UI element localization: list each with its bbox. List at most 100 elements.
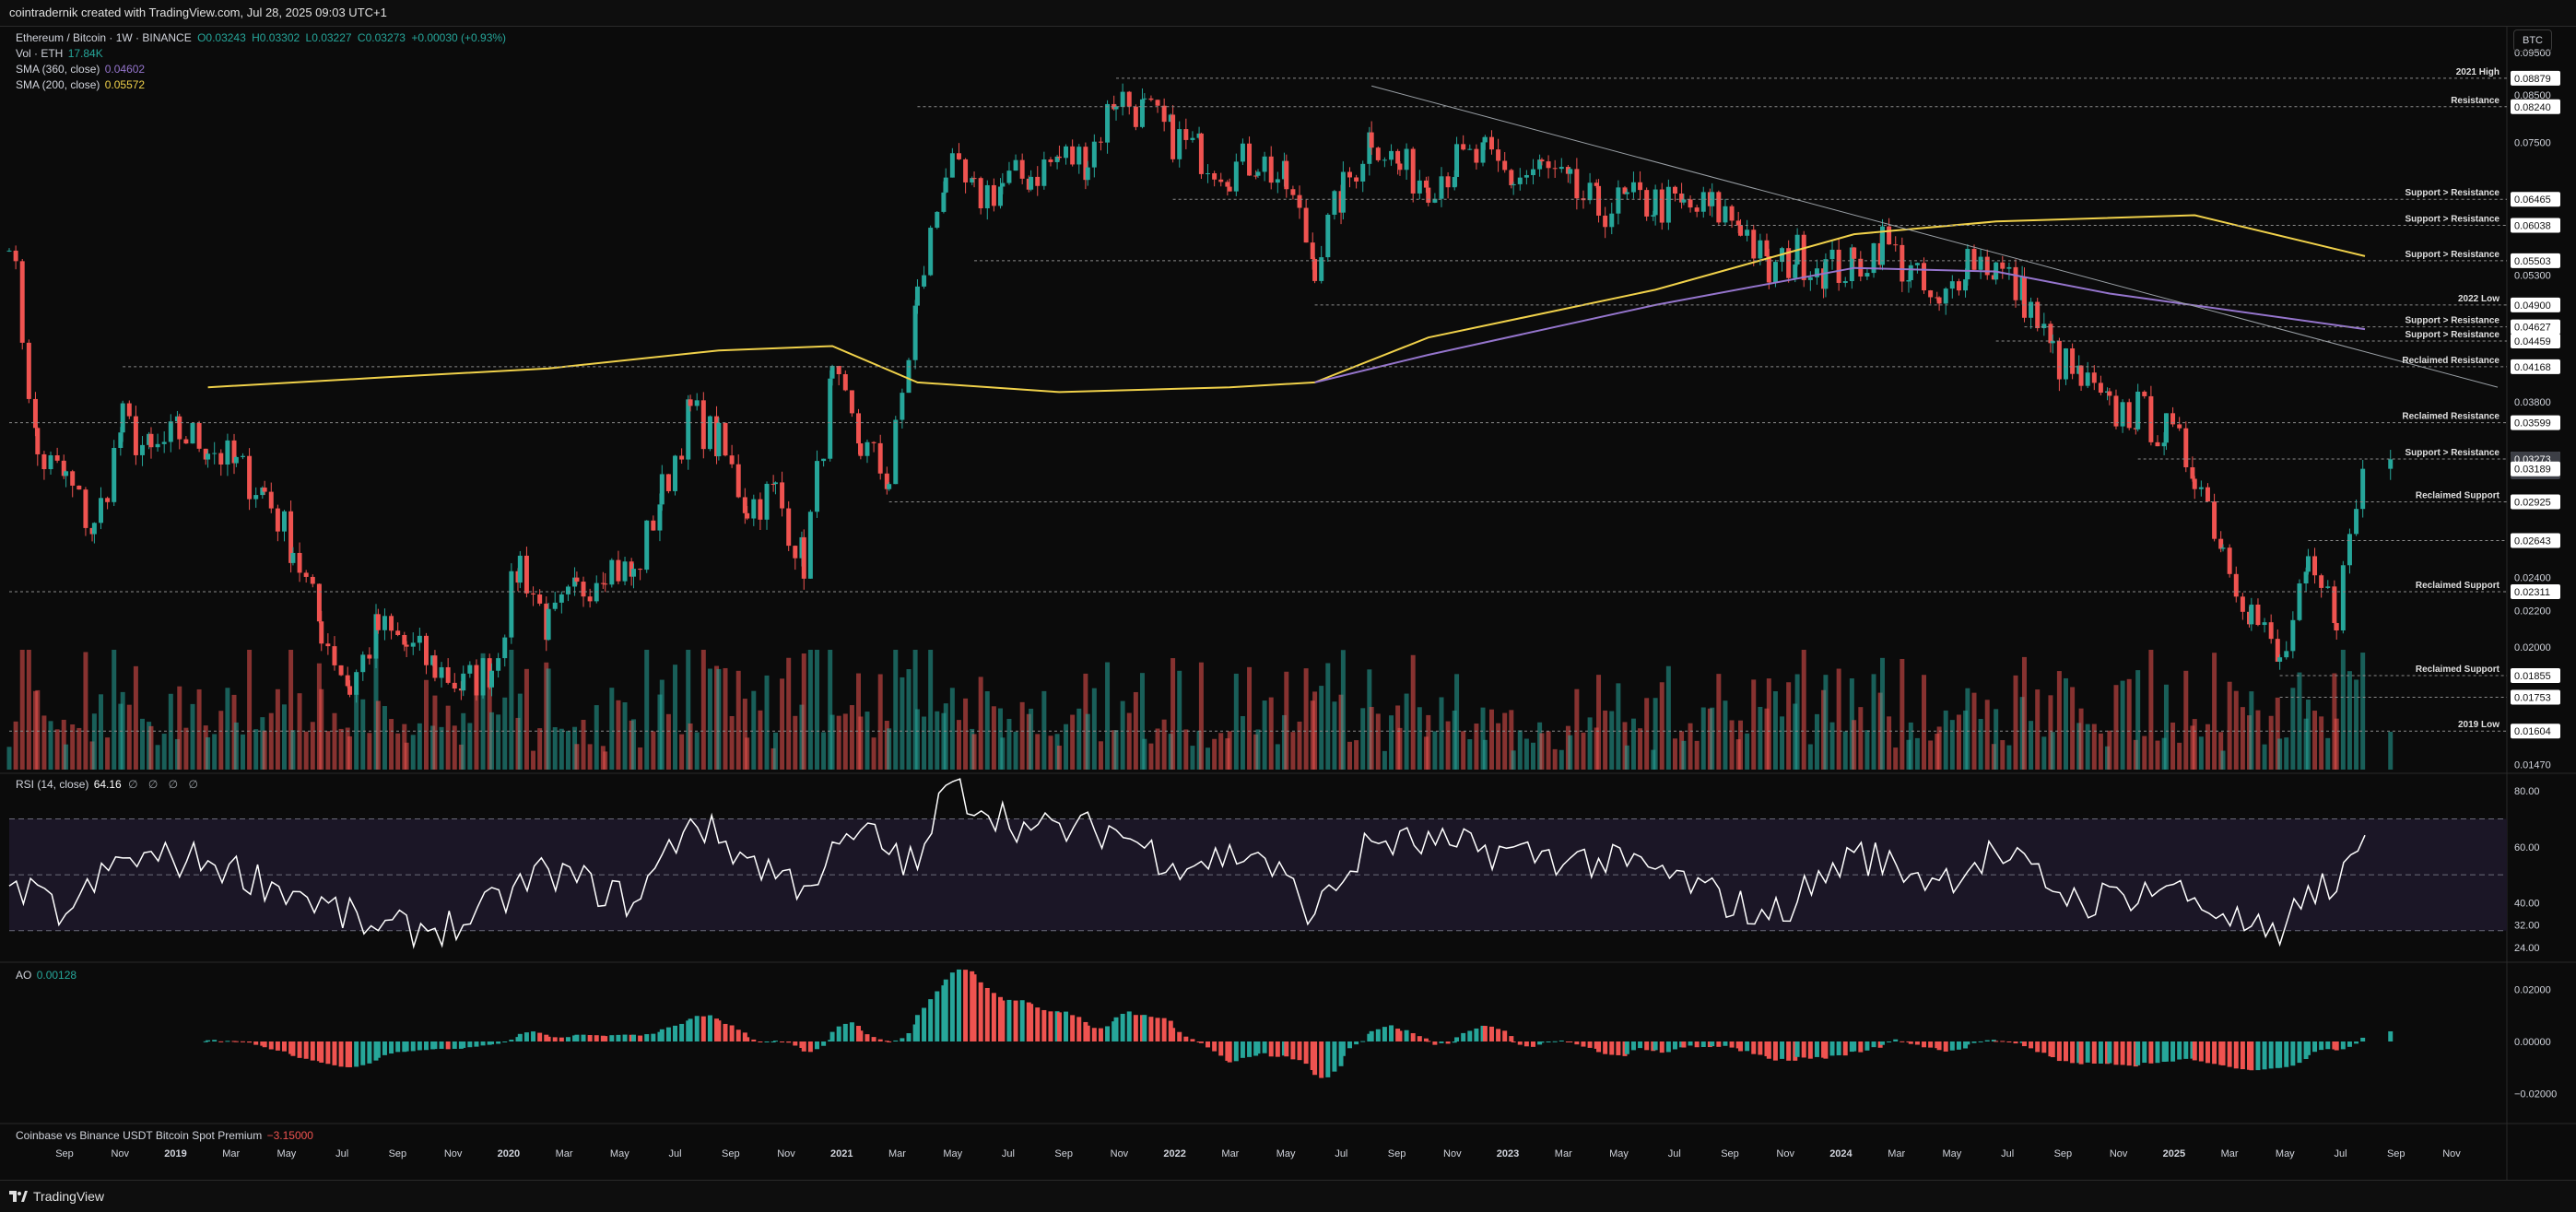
ao-bar: [1268, 1041, 1274, 1057]
premium-legend[interactable]: Coinbase vs Binance USDT Bitcoin Spot Pr…: [16, 1129, 313, 1142]
volume-bar: [474, 677, 479, 770]
volume-bar: [2163, 684, 2169, 770]
level-price-tag: [2511, 333, 2560, 348]
volume-bar: [914, 709, 920, 770]
candle: [1772, 262, 1778, 283]
volume-bar: [1064, 724, 1069, 770]
volume-bar: [389, 719, 394, 770]
time-axis-label: Jul: [335, 1148, 348, 1159]
candle: [155, 443, 160, 448]
ao-bar: [1091, 1028, 1097, 1041]
candle: [1083, 147, 1088, 181]
symbol-title[interactable]: Ethereum / Bitcoin · 1W · BINANCE: [16, 31, 192, 44]
time-axis-label: 2022: [1163, 1148, 1185, 1159]
level-price-tag-text: 0.04900: [2514, 300, 2551, 312]
ao-label: AO: [16, 969, 32, 982]
candle: [1369, 132, 1374, 148]
candle: [2354, 509, 2359, 535]
ao-bar: [1467, 1030, 1473, 1041]
candle: [432, 655, 438, 678]
level-label: Support > Resistance: [2405, 214, 2500, 224]
candle: [177, 416, 182, 440]
candle: [1347, 171, 1352, 178]
ao-bar: [1624, 1041, 1629, 1054]
time-axis-label: May: [2276, 1148, 2295, 1159]
ao-bar: [587, 1035, 593, 1041]
rsi-legend[interactable]: RSI (14, close) 64.16 ∅ ∅ ∅ ∅: [16, 778, 202, 791]
ao-bar: [262, 1041, 267, 1048]
volume-bar: [432, 695, 438, 770]
volume-bar: [347, 735, 353, 770]
sma360-label: SMA (360, close): [16, 63, 100, 76]
volume-legend[interactable]: Vol · ETH 17.84K: [16, 47, 103, 60]
candle: [1397, 163, 1403, 171]
ao-bar: [914, 1015, 920, 1041]
volume-bar: [2070, 687, 2076, 770]
candle: [1587, 182, 1593, 201]
volume-bar: [686, 650, 691, 770]
ao-bar: [2041, 1041, 2047, 1053]
chart-area[interactable]: 2021 High 0.08879 Resistance 0.08240 Support…: [0, 26, 2576, 1180]
volume-bar: [1347, 741, 1352, 770]
candle: [984, 184, 990, 208]
ao-bar: [1142, 1015, 1147, 1041]
level-price-tag: [2511, 689, 2560, 705]
volume-bar: [2126, 678, 2132, 770]
volume-bar: [906, 669, 912, 770]
volume-bar: [1928, 740, 1934, 770]
candle: [1559, 167, 1564, 170]
ao-bar: [2085, 1041, 2090, 1063]
candle: [1764, 240, 1770, 257]
ao-bar: [842, 1023, 848, 1041]
ao-bar: [1452, 1041, 1457, 1043]
price-axis-label: 0.02400: [2514, 572, 2551, 583]
ao-bar: [1404, 1030, 1409, 1041]
volume-bar: [2000, 740, 2006, 770]
volume-bar: [2192, 719, 2197, 770]
candle: [1509, 170, 1514, 186]
volume-bar: [445, 705, 451, 770]
candle: [2192, 478, 2197, 489]
volume-bar: [354, 693, 359, 770]
rsi-settings-icons[interactable]: ∅ ∅ ∅ ∅: [128, 778, 202, 791]
time-axis-label: May: [277, 1148, 297, 1159]
ao-bar: [1098, 1028, 1103, 1041]
volume-bar: [1780, 716, 1785, 770]
volume-bar: [190, 703, 195, 770]
candle: [928, 228, 934, 276]
ao-bar: [496, 1041, 501, 1044]
volume-bar: [262, 730, 267, 770]
sma360-legend[interactable]: SMA (360, close) 0.04602: [16, 63, 145, 76]
ao-bar: [1369, 1030, 1374, 1041]
volume-bar: [112, 650, 117, 770]
symbol-legend: Ethereum / Bitcoin · 1W · BINANCE O0.032…: [16, 31, 509, 44]
volume-bar: [382, 706, 387, 770]
volume-bar: [991, 706, 996, 770]
ao-legend[interactable]: AO 0.00128: [16, 969, 76, 982]
candle: [1000, 182, 1006, 187]
volume-bar: [1751, 679, 1757, 770]
candle: [1758, 240, 1763, 259]
level-price-tag-text: 0.01855: [2514, 671, 2551, 682]
ao-axis-label: −0.02000: [2514, 1089, 2557, 1100]
candle: [2070, 347, 2076, 374]
sma200-legend[interactable]: SMA (200, close) 0.05572: [16, 78, 145, 91]
ao-bar: [574, 1034, 580, 1041]
candle: [1852, 247, 1857, 259]
rsi-axis-label: 80.00: [2514, 786, 2540, 797]
candle: [2091, 372, 2097, 383]
ao-bar: [1587, 1041, 1593, 1048]
candle: [1098, 141, 1103, 143]
tradingview-brand[interactable]: TradingView: [9, 1189, 104, 1204]
currency-button[interactable]: BTC: [2513, 29, 2552, 52]
candle: [935, 211, 940, 229]
candle: [502, 637, 508, 659]
volume-bar: [1227, 731, 1232, 770]
time-axis-label: May: [943, 1148, 962, 1159]
volume-bar: [1035, 734, 1041, 770]
level-label: Support > Resistance: [2405, 448, 2500, 458]
volume-bar: [120, 691, 125, 770]
volume-bar: [616, 700, 621, 770]
ao-bar: [1423, 1038, 1429, 1041]
volume-bar: [1700, 707, 1706, 770]
